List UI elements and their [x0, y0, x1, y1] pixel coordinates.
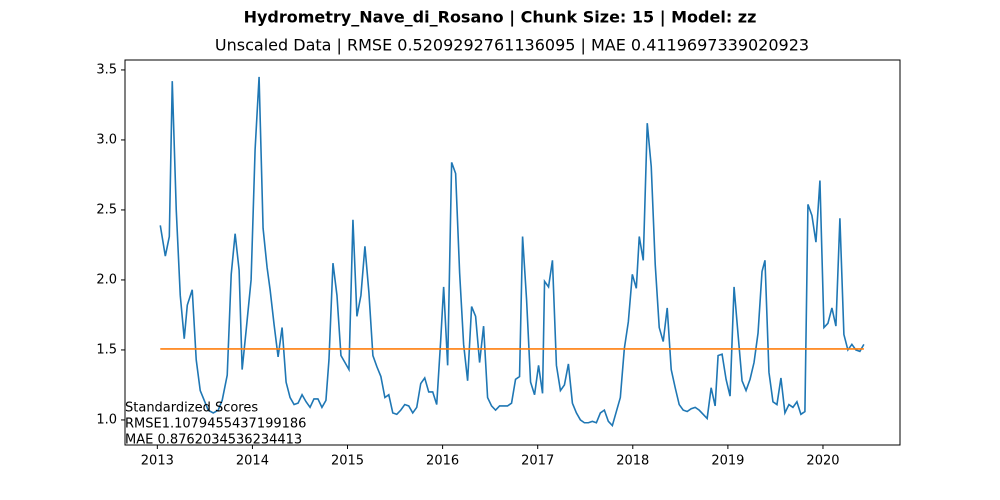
- y-tick-label: 1.0: [96, 412, 117, 427]
- annotation: Standardized Scores: [125, 401, 258, 416]
- x-tick-label: 2019: [711, 454, 744, 469]
- x-tick-label: 2015: [331, 454, 364, 469]
- x-tick-label: 2017: [521, 454, 554, 469]
- data-line: [159, 76, 865, 428]
- y-tick-label: 3.0: [96, 132, 117, 147]
- y-tick-label: 3.5: [96, 62, 117, 77]
- x-tick-label: 2014: [236, 454, 269, 469]
- annotation: RMSE1.1079455437199186: [125, 417, 306, 432]
- y-tick-label: 2.0: [96, 272, 117, 287]
- annotation: MAE 0.8762034536234413: [125, 433, 302, 448]
- chart-title: Hydrometry_Nave_di_Rosano | Chunk Size: …: [244, 8, 757, 28]
- x-tick-label: 2013: [141, 454, 174, 469]
- x-tick-label: 2016: [426, 454, 459, 469]
- plot-frame: [124, 59, 901, 446]
- chart-subtitle: Unscaled Data | RMSE 0.5209292761136095 …: [215, 36, 809, 55]
- x-tick-label: 2020: [806, 454, 839, 469]
- y-tick-label: 1.5: [96, 342, 117, 357]
- y-tick-label: 2.5: [96, 202, 117, 217]
- x-tick-label: 2018: [616, 454, 649, 469]
